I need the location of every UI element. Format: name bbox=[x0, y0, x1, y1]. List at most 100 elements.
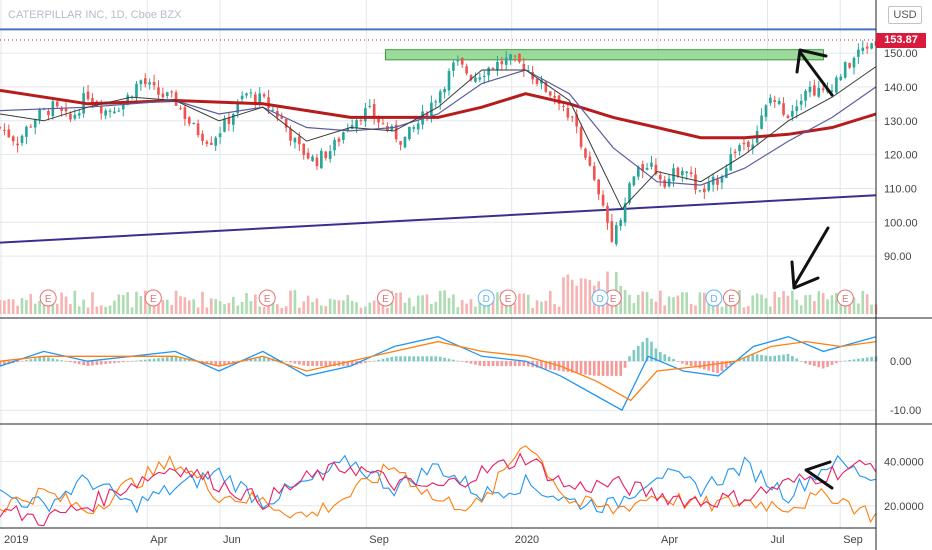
candle-body[interactable] bbox=[641, 164, 645, 171]
candle-body[interactable] bbox=[236, 101, 240, 114]
candle-body[interactable] bbox=[509, 54, 512, 61]
candle-body[interactable] bbox=[623, 203, 627, 223]
candle-body[interactable] bbox=[830, 90, 834, 92]
support-trendline[interactable] bbox=[0, 194, 877, 244]
candle-body[interactable] bbox=[227, 117, 231, 124]
candle-body[interactable] bbox=[566, 108, 570, 118]
candle-body[interactable] bbox=[738, 145, 741, 152]
candle-body[interactable] bbox=[531, 71, 534, 80]
candle-body[interactable] bbox=[403, 136, 407, 148]
candle-body[interactable] bbox=[526, 70, 530, 72]
candle-body[interactable] bbox=[474, 77, 477, 82]
candle-body[interactable] bbox=[148, 82, 151, 85]
dividend-marker[interactable]: D bbox=[591, 289, 609, 307]
candle-body[interactable] bbox=[548, 91, 552, 96]
candle-body[interactable] bbox=[645, 167, 649, 170]
candle-body[interactable] bbox=[443, 88, 446, 93]
candle-body[interactable] bbox=[733, 151, 737, 154]
candle-body[interactable] bbox=[672, 168, 675, 181]
mid-moving-average[interactable] bbox=[0, 69, 877, 186]
candle-body[interactable] bbox=[280, 116, 284, 119]
candle-body[interactable] bbox=[161, 93, 165, 98]
candle-body[interactable] bbox=[289, 128, 292, 141]
candle-body[interactable] bbox=[857, 49, 860, 57]
candle-body[interactable] bbox=[482, 75, 486, 77]
candle-body[interactable] bbox=[817, 87, 821, 97]
candle-body[interactable] bbox=[791, 110, 794, 117]
candle-body[interactable] bbox=[557, 95, 561, 105]
candle-body[interactable] bbox=[311, 156, 314, 162]
candle-body[interactable] bbox=[469, 75, 473, 80]
candle-body[interactable] bbox=[262, 94, 266, 97]
candle-body[interactable] bbox=[839, 76, 843, 80]
candle-body[interactable] bbox=[570, 116, 574, 118]
candle-body[interactable] bbox=[416, 123, 420, 130]
candle-body[interactable] bbox=[337, 138, 341, 142]
candle-body[interactable] bbox=[223, 118, 226, 132]
candle-body[interactable] bbox=[25, 126, 28, 137]
candle-body[interactable] bbox=[412, 127, 416, 129]
candle-body[interactable] bbox=[139, 80, 143, 85]
candle-body[interactable] bbox=[425, 113, 429, 118]
candle-body[interactable] bbox=[544, 81, 548, 92]
candle-body[interactable] bbox=[487, 67, 490, 76]
candle-body[interactable] bbox=[764, 105, 768, 117]
candle-body[interactable] bbox=[245, 93, 248, 96]
candle-body[interactable] bbox=[306, 152, 310, 159]
candle-body[interactable] bbox=[47, 110, 50, 116]
candle-body[interactable] bbox=[346, 128, 350, 131]
candle-body[interactable] bbox=[632, 176, 636, 186]
candle-body[interactable] bbox=[364, 108, 367, 122]
candle-body[interactable] bbox=[143, 78, 147, 85]
earnings-marker[interactable]: E bbox=[144, 289, 162, 307]
candle-body[interactable] bbox=[703, 188, 706, 193]
candle-body[interactable] bbox=[408, 126, 411, 140]
candle-body[interactable] bbox=[91, 98, 94, 104]
candle-body[interactable] bbox=[619, 220, 622, 227]
candle-body[interactable] bbox=[592, 166, 596, 180]
candle-body[interactable] bbox=[452, 62, 455, 71]
candle-body[interactable] bbox=[636, 166, 640, 177]
candle-body[interactable] bbox=[835, 77, 838, 93]
candle-body[interactable] bbox=[478, 77, 482, 80]
candle-body[interactable] bbox=[597, 179, 600, 195]
candle-body[interactable] bbox=[231, 114, 235, 125]
candle-body[interactable] bbox=[795, 106, 799, 112]
earnings-marker[interactable]: E bbox=[722, 289, 740, 307]
candle-body[interactable] bbox=[16, 143, 19, 146]
earnings-marker[interactable]: E bbox=[376, 289, 394, 307]
candle-body[interactable] bbox=[55, 101, 59, 107]
candle-body[interactable] bbox=[518, 53, 521, 63]
candle-body[interactable] bbox=[38, 109, 41, 120]
candle-body[interactable] bbox=[298, 136, 301, 145]
candle-body[interactable] bbox=[654, 164, 658, 175]
candle-body[interactable] bbox=[491, 67, 495, 70]
candle-body[interactable] bbox=[650, 162, 653, 167]
candle-body[interactable] bbox=[324, 151, 328, 159]
candle-body[interactable] bbox=[355, 120, 358, 128]
candle-body[interactable] bbox=[751, 144, 755, 149]
macd-panel[interactable] bbox=[0, 336, 878, 412]
dividend-marker[interactable]: D bbox=[705, 289, 723, 307]
candle-body[interactable] bbox=[11, 136, 15, 142]
candle-body[interactable] bbox=[258, 93, 262, 104]
candle-body[interactable] bbox=[267, 97, 270, 108]
candle-body[interactable] bbox=[157, 87, 160, 95]
candle-body[interactable] bbox=[852, 57, 856, 68]
candle-body[interactable] bbox=[240, 95, 244, 100]
candle-body[interactable] bbox=[773, 100, 777, 102]
candle-body[interactable] bbox=[99, 106, 103, 114]
candle-body[interactable] bbox=[760, 115, 763, 129]
candle-body[interactable] bbox=[575, 114, 578, 127]
candle-body[interactable] bbox=[808, 86, 812, 93]
candle-body[interactable] bbox=[165, 92, 169, 97]
dmi-minus-line[interactable] bbox=[0, 445, 877, 524]
candle-body[interactable] bbox=[522, 63, 526, 71]
candle-body[interactable] bbox=[64, 108, 68, 112]
candle-body[interactable] bbox=[205, 141, 209, 144]
candle-body[interactable] bbox=[496, 61, 499, 71]
candle-body[interactable] bbox=[3, 129, 6, 131]
candle-body[interactable] bbox=[135, 83, 138, 98]
dividend-marker[interactable]: D bbox=[477, 289, 495, 307]
